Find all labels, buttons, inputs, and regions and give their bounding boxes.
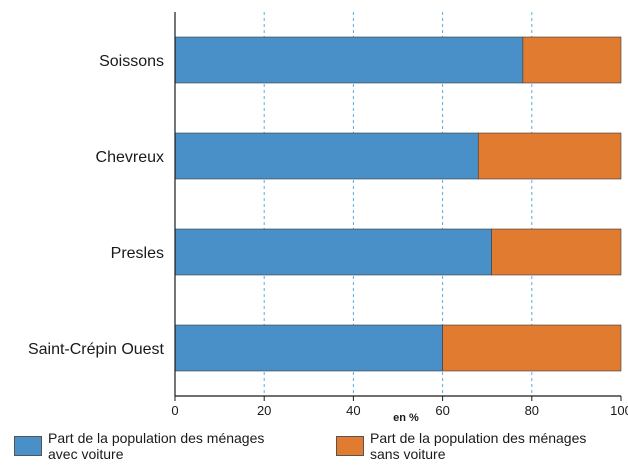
- x-unit-label: en %: [393, 412, 419, 424]
- category-label: Presles: [111, 245, 164, 262]
- bar-with-car: [174, 228, 492, 276]
- category-labels: Soissons Chevreux Presles Saint-Crépin Oues…: [28, 53, 165, 358]
- x-tick-label: 60: [435, 403, 449, 418]
- legend-swatch-orange: [336, 436, 364, 456]
- bar-without-car: [491, 228, 622, 276]
- legend-label-line1: Part de la population des ménages: [370, 430, 587, 446]
- bar-without-car: [477, 132, 622, 180]
- legend-item-with-car: Part de la population des ménages avec v…: [14, 430, 288, 462]
- x-tick-label: 20: [257, 403, 271, 418]
- bar-without-car: [522, 36, 622, 84]
- x-tick-label: 80: [525, 403, 539, 418]
- bar-with-car: [174, 132, 479, 180]
- x-tick-label: 0: [171, 403, 178, 418]
- legend-label-line2: sans voiture: [370, 446, 446, 462]
- bar-with-car: [174, 324, 443, 372]
- legend-item-without-car: Part de la population des ménages sans v…: [336, 430, 610, 462]
- x-tick-labels: 0 20 40 60 80 100: [171, 403, 628, 418]
- category-label: Saint-Crépin Ouest: [28, 341, 165, 358]
- legend-label: Part de la population des ménages avec v…: [48, 430, 288, 462]
- legend-label: Part de la population des ménages sans v…: [370, 430, 610, 462]
- x-tick-label: 100: [610, 403, 628, 418]
- legend-swatch-blue: [14, 436, 42, 456]
- bar-with-car: [174, 36, 524, 84]
- axes: [174, 12, 622, 401]
- bar-without-car: [442, 324, 622, 372]
- category-label: Soissons: [99, 53, 164, 70]
- legend-label-line1: Part de la population des ménages: [48, 430, 265, 446]
- bars: [174, 36, 622, 372]
- x-tick-label: 40: [346, 403, 360, 418]
- legend-label-line2: avec voiture: [48, 446, 124, 462]
- category-label: Chevreux: [96, 149, 164, 166]
